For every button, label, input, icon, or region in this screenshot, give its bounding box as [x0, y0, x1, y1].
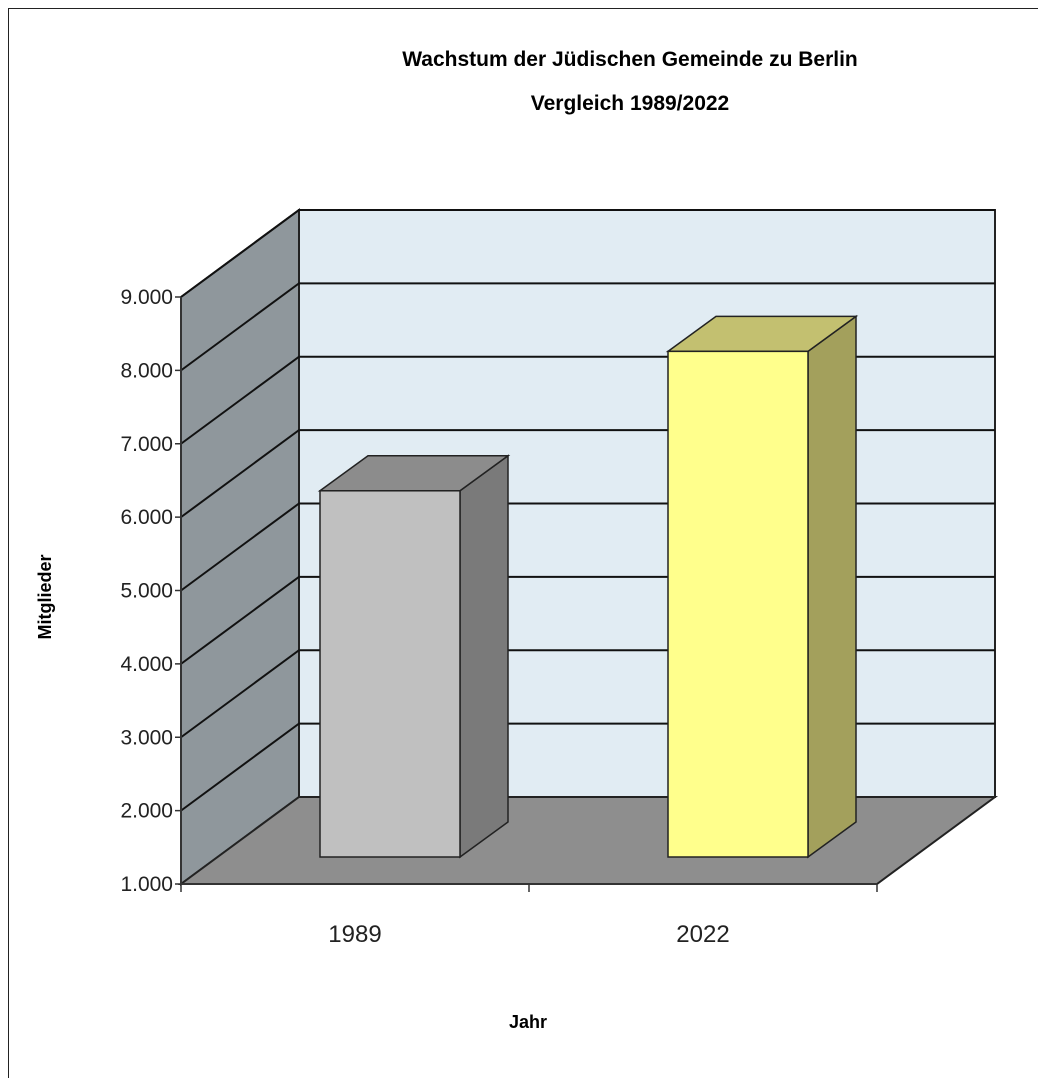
x-tick-label: 2022 — [676, 921, 729, 948]
bar-front — [667, 350, 809, 858]
chart-frame — [8, 8, 1038, 1078]
y-tick-label: 5.000 — [120, 580, 173, 603]
chart-walls — [177, 208, 999, 886]
x-axis-title: Jahr — [509, 1012, 547, 1032]
y-axis-title: Mitglieder — [35, 554, 55, 639]
y-tick-label: 7.000 — [120, 433, 173, 456]
y-tick-label: 4.000 — [120, 653, 173, 676]
bar-side — [459, 454, 509, 859]
gridline — [180, 282, 995, 372]
bar-front — [319, 490, 461, 858]
chart-title: Wachstum der Jüdischen Gemeinde zu Berli… — [402, 48, 858, 71]
y-tick-label: 1.000 — [120, 873, 173, 896]
gridline — [180, 209, 995, 298]
y-tick-label: 6.000 — [120, 506, 173, 529]
y-tick-label: 2.000 — [120, 800, 173, 823]
y-tick-label: 3.000 — [120, 726, 173, 749]
y-tick-label: 8.000 — [120, 359, 173, 382]
bar-side — [807, 314, 857, 859]
bar-2022 — [665, 314, 859, 859]
chart-axes: 1.000 2.000 3.000 4.000 5.000 6.000 7.000 8.000… — [120, 286, 878, 948]
chart-subtitle: Vergleich 1989/2022 — [531, 92, 730, 115]
x-tick-label: 1989 — [328, 921, 381, 948]
y-tick-label: 9.000 — [120, 286, 173, 309]
chart-bars — [317, 314, 859, 859]
bar-1989 — [317, 454, 511, 859]
floor — [177, 796, 999, 885]
